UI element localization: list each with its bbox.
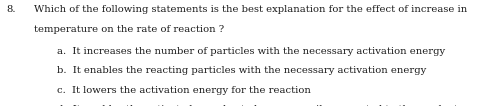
Text: a.  It increases the number of particles with the necessary activation energy: a. It increases the number of particles …	[57, 47, 445, 56]
Text: d.  It enables the activated complex to be more easily converted to the products: d. It enables the activated complex to b…	[57, 105, 463, 106]
Text: 8.: 8.	[6, 5, 15, 14]
Text: c.  It lowers the activation energy for the reaction: c. It lowers the activation energy for t…	[57, 86, 311, 95]
Text: b.  It enables the reacting particles with the necessary activation energy: b. It enables the reacting particles wit…	[57, 66, 426, 75]
Text: Which of the following statements is the best explanation for the effect of incr: Which of the following statements is the…	[34, 5, 467, 14]
Text: temperature on the rate of reaction ?: temperature on the rate of reaction ?	[34, 25, 224, 34]
